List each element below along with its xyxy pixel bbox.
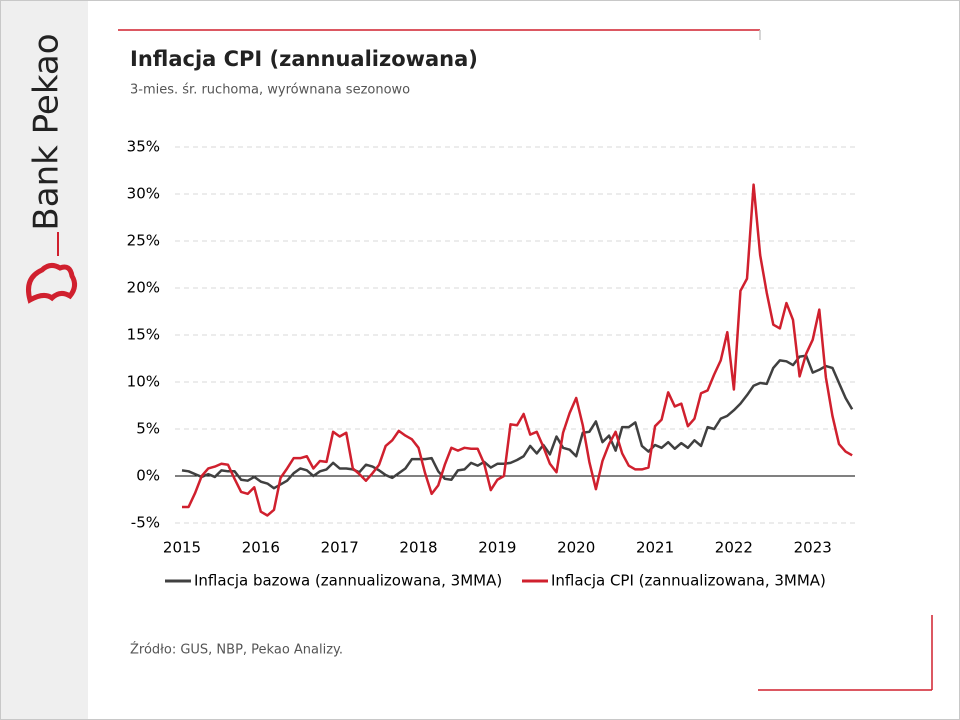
side-strip — [1, 1, 88, 719]
x-tick-label: 2016 — [242, 539, 280, 557]
series-line — [182, 183, 853, 517]
legend-label: Inflacja bazowa (zannualizowana, 3MMA) — [194, 572, 502, 590]
x-tick-label: 2021 — [636, 539, 674, 557]
y-tick-label: -5% — [131, 514, 160, 532]
chart-subtitle: 3-mies. śr. ruchoma, wyrównana sezonowo — [130, 83, 410, 98]
y-tick-label: 5% — [136, 420, 160, 438]
x-tick-label: 2022 — [715, 539, 753, 557]
y-tick-label: 30% — [127, 185, 160, 203]
x-tick-label: 2018 — [399, 539, 437, 557]
series-line — [181, 354, 854, 490]
chart-title: Inflacja CPI (zannualizowana) — [130, 47, 478, 71]
y-tick-label: 0% — [136, 467, 160, 485]
brand: Bank Pekao — [27, 33, 67, 230]
brand-logo — [26, 262, 78, 304]
source-note: Źródło: GUS, NBP, Pekao Analizy. — [130, 642, 343, 658]
y-tick-label: 15% — [127, 326, 160, 344]
x-tick-label: 2023 — [794, 539, 832, 557]
y-tick-label: 20% — [127, 279, 160, 297]
x-tick-label: 2017 — [321, 539, 359, 557]
y-tick-label: 25% — [127, 232, 160, 250]
legend-label: Inflacja CPI (zannualizowana, 3MMA) — [551, 572, 826, 590]
y-tick-label: 35% — [127, 138, 160, 156]
x-tick-label: 2020 — [557, 539, 595, 557]
x-tick-label: 2019 — [478, 539, 516, 557]
x-tick-label: 2015 — [163, 539, 201, 557]
y-tick-label: 10% — [127, 373, 160, 391]
